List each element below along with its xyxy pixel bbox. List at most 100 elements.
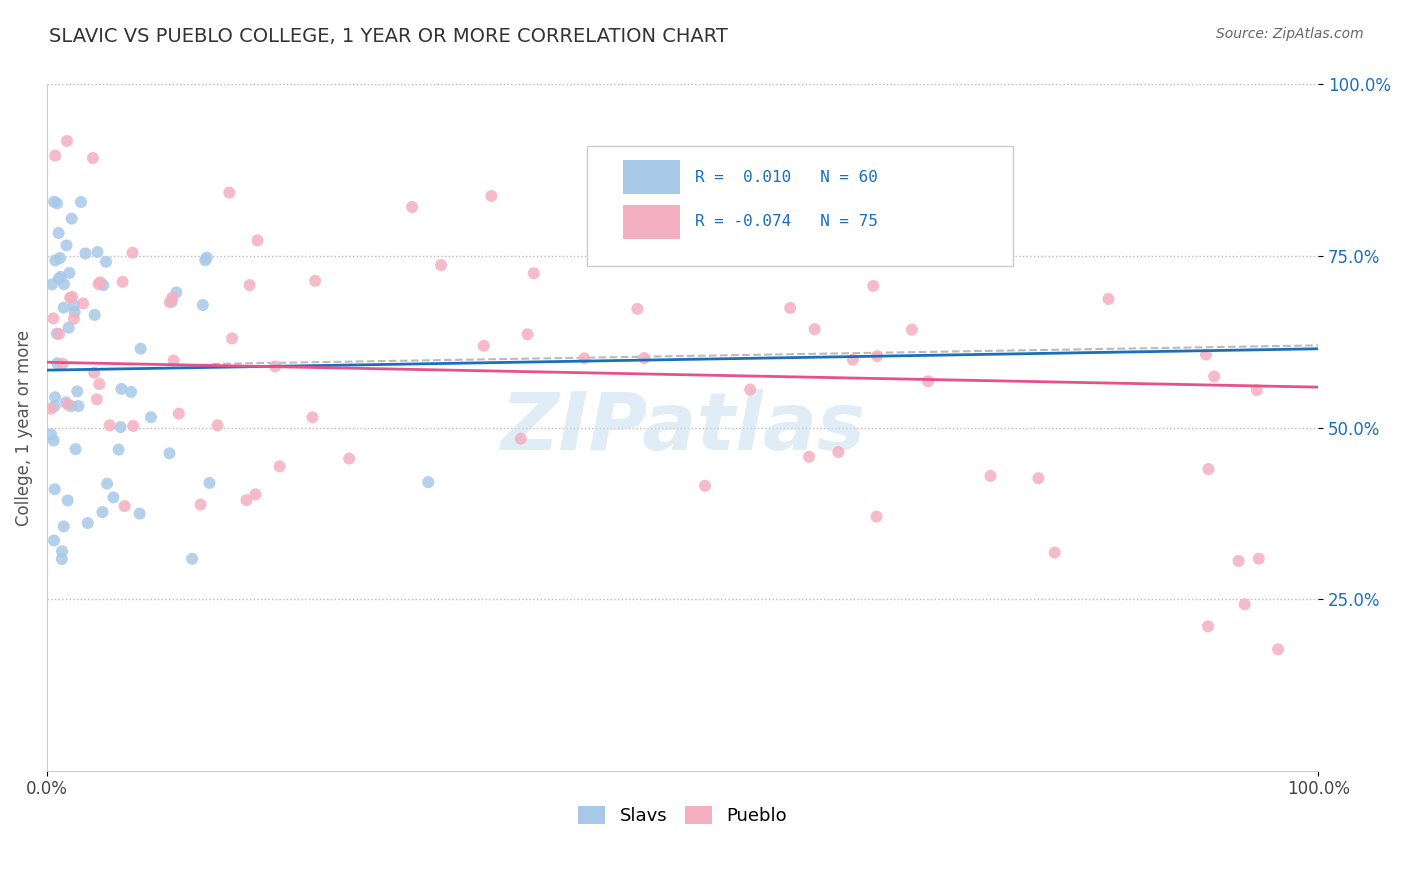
Point [472,339,495,353]
Point [65,442,87,457]
Point [60,290,83,304]
Point [42,311,65,326]
Point [44,483,66,497]
Point [198,475,221,490]
Point [162,353,184,368]
Point [56,493,79,508]
Point [39,401,62,416]
Legend: Slavs, Pueblo: Slavs, Pueblo [571,798,794,832]
Point [63,311,86,326]
Point [52,357,75,371]
Point [418,475,440,490]
Point [44,253,66,268]
Point [70,194,93,209]
Text: R =  0.010   N = 60: R = 0.010 N = 60 [696,169,879,185]
Point [89,276,111,290]
Point [83,366,105,380]
Text: Source: ZipAtlas.com: Source: ZipAtlas.com [1216,27,1364,41]
Point [86,392,108,407]
Point [55,238,77,252]
Point [221,331,243,345]
Point [1198,462,1220,476]
Point [269,459,291,474]
Point [1227,554,1250,568]
Point [63,298,86,312]
Point [917,374,939,388]
Point [58,320,80,334]
Point [901,323,924,337]
Point [509,432,531,446]
Point [52,301,75,315]
Point [693,479,716,493]
Point [49,251,72,265]
Point [974,239,997,253]
Point [803,322,825,336]
Point [160,294,183,309]
Point [114,499,136,513]
Point [245,487,267,501]
Point [1195,347,1218,361]
Point [94,254,117,268]
Point [165,285,187,300]
Point [1204,369,1226,384]
Point [51,544,73,558]
Point [52,519,75,533]
Point [82,151,104,165]
Point [75,246,97,260]
Point [60,399,83,413]
Point [740,383,762,397]
Point [235,493,257,508]
Point [218,186,240,200]
Point [1247,551,1270,566]
Point [430,258,453,272]
Point [67,399,90,413]
Point [56,397,79,411]
Point [58,266,80,280]
Point [89,377,111,392]
Point [190,498,212,512]
Point [120,384,142,399]
Point [39,427,62,442]
FancyBboxPatch shape [588,146,1014,267]
Point [48,226,70,240]
Point [96,476,118,491]
Point [194,253,217,268]
Point [129,342,152,356]
Point [979,469,1001,483]
Point [1246,383,1268,397]
Point [55,395,77,409]
Point [83,308,105,322]
Point [633,351,655,365]
Point [574,351,596,366]
Point [48,326,70,341]
Point [52,277,75,292]
Point [56,134,79,148]
Point [128,507,150,521]
Point [1028,471,1050,485]
Point [797,450,820,464]
Point [401,200,423,214]
Point [1233,597,1256,611]
Point [516,327,538,342]
Point [76,516,98,530]
Point [1267,642,1289,657]
Point [44,390,66,404]
Point [107,442,129,457]
Point [103,491,125,505]
Point [626,301,648,316]
Text: SLAVIC VS PUEBLO COLLEGE, 1 YEAR OR MORE CORRELATION CHART: SLAVIC VS PUEBLO COLLEGE, 1 YEAR OR MORE… [49,27,728,45]
Point [48,272,70,286]
Point [66,384,89,399]
Point [44,148,66,162]
Point [44,399,66,413]
Point [91,505,114,519]
Point [301,410,323,425]
Point [246,234,269,248]
Point [191,298,214,312]
Point [207,418,229,433]
Point [91,278,114,293]
Point [49,269,72,284]
Point [264,359,287,374]
Point [110,382,132,396]
Point [110,420,132,434]
